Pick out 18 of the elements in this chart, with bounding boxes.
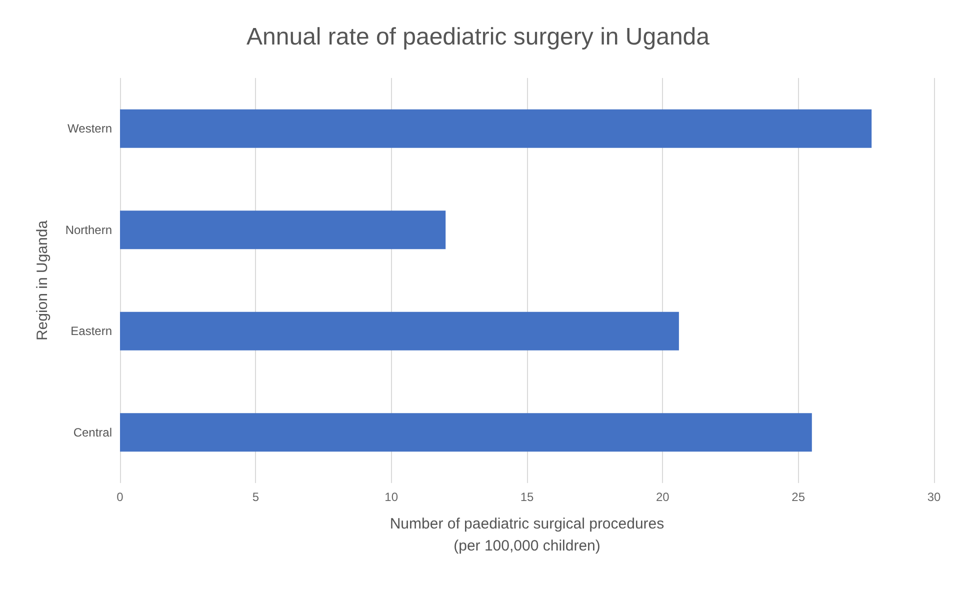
x-tick-label: 15 [520,490,534,504]
y-tick-label: Eastern [70,324,112,338]
x-tick-label: 0 [116,490,124,504]
y-axis-title: Region in Uganda [34,220,51,341]
y-tick-label: Western [68,122,112,136]
x-tick-label: 20 [656,490,670,504]
bar [120,312,679,350]
x-tick-label: 5 [252,490,260,504]
x-tick-label: 30 [927,490,941,504]
x-axis-title: Number of paediatric surgical procedures (per 100,000 children) [390,516,664,554]
y-tick-label: Central [73,425,112,440]
bar [120,210,446,250]
bar [120,109,872,148]
x-tick-label: 25 [792,490,806,504]
chart-title: Annual rate of paediatric surgery in Uganda [246,24,710,50]
bar [120,413,812,452]
y-tick-label: Northern [65,222,112,237]
x-tick-label: 10 [384,490,398,504]
